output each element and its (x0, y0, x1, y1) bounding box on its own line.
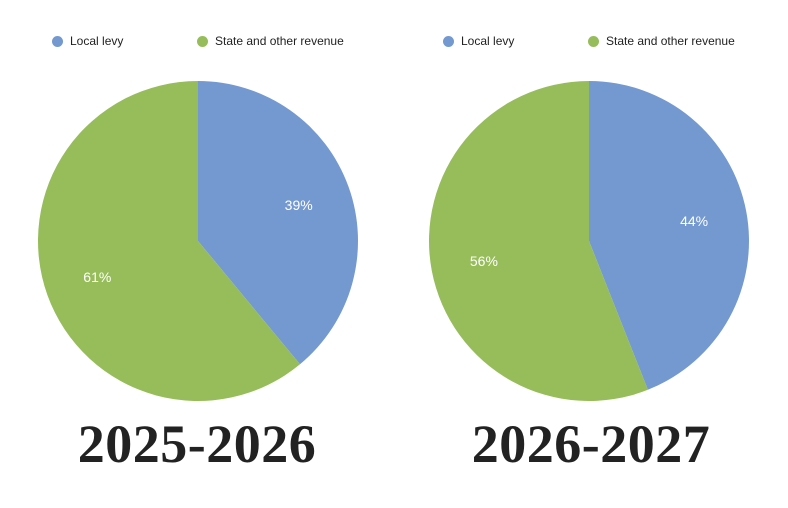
chart-title-2025-2026: 2025-2026 (77, 414, 317, 474)
legend-swatch-state-revenue (197, 35, 208, 47)
chart-panel-2025-2026: Local levy State and other revenue 39% 61… (0, 34, 394, 474)
pie-slice-state-revenue (37, 81, 300, 401)
legend-item-state-revenue: State and other revenue (588, 34, 735, 48)
legend-swatch-state-revenue (588, 35, 599, 47)
pie-slice-local-levy (589, 81, 749, 390)
chart-panel-2026-2027: Local levy State and other revenue 44% 56… (394, 0, 788, 508)
slice-label-local-levy: 39% (285, 197, 313, 213)
legend: Local levy State and other revenue (394, 34, 788, 52)
legend-item-local-levy: Local levy (443, 34, 514, 48)
pie-slice-state-revenue (429, 81, 648, 401)
legend-swatch-local-levy (52, 35, 63, 47)
legend-item-local-levy: Local levy (52, 34, 123, 48)
pie-chart-2025-2026: 39% 61% (37, 81, 358, 401)
pie-slice-local-levy (198, 81, 358, 365)
slice-label-state-revenue: 61% (83, 269, 111, 285)
pie-chart-2026-2027: 44% 56% (429, 81, 749, 401)
legend-label-state-revenue: State and other revenue (606, 34, 735, 48)
chart-title-2026-2027: 2026-2027 (471, 414, 711, 474)
legend-label-local-levy: Local levy (461, 34, 515, 48)
legend-label-local-levy: Local levy (70, 34, 124, 48)
legend-item-state-revenue: State and other revenue (197, 34, 344, 48)
slice-label-local-levy: 44% (680, 213, 708, 229)
slice-label-state-revenue: 56% (470, 253, 498, 269)
legend-label-state-revenue: State and other revenue (215, 34, 344, 48)
legend: Local levy State and other revenue (0, 34, 394, 52)
legend-swatch-local-levy (443, 35, 454, 47)
